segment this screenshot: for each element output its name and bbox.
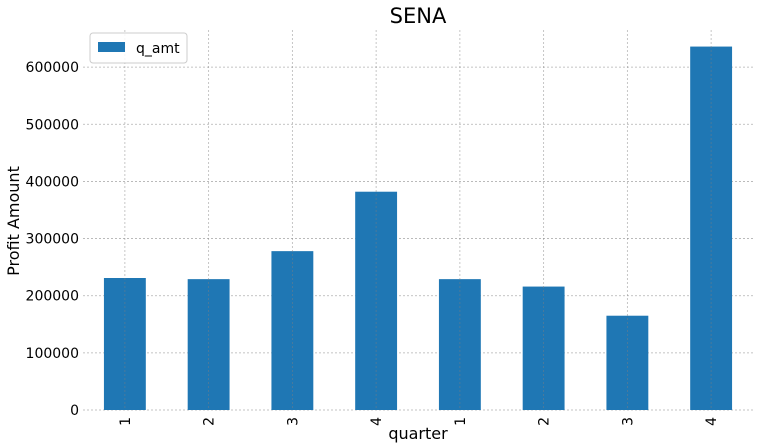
y-tick-label: 200000 [26,289,79,305]
x-tick-label: 1 [118,417,134,426]
legend: q_amt [89,32,188,64]
x-tick-label: 3 [620,417,636,426]
x-tick-labels: 1 2 3 4 1 2 3 4 [118,417,720,426]
x-tick-label: 4 [704,417,720,426]
y-tick-label: 400000 [26,174,79,190]
y-tick-label: 100000 [26,346,79,362]
x-tick-label: 3 [285,417,301,426]
y-tick-label: 600000 [26,60,79,76]
x-tick-label: 2 [202,417,218,426]
y-tick-label: 500000 [26,117,79,133]
bar [438,279,481,410]
bars-layer [103,46,733,410]
vertical-grid-overlay [124,30,712,410]
bar [187,279,230,410]
legend-label: q_amt [136,41,180,57]
x-axis-label: quarter [388,424,448,443]
legend-swatch [98,42,125,52]
chart-title: SENA [390,4,447,28]
y-axis-label: Profit Amount [4,166,23,276]
legend-frame [89,32,188,64]
bar [355,191,398,410]
y-tick-label: 300000 [26,232,79,248]
y-tick-label: 0 [70,403,79,419]
grid-layer [83,66,753,411]
x-tick-label: 1 [453,417,469,426]
x-tick-label: 4 [369,417,385,426]
x-tick-label: 2 [537,417,553,426]
y-tick-labels: 0 100000 200000 300000 400000 500000 600000 [26,60,79,419]
